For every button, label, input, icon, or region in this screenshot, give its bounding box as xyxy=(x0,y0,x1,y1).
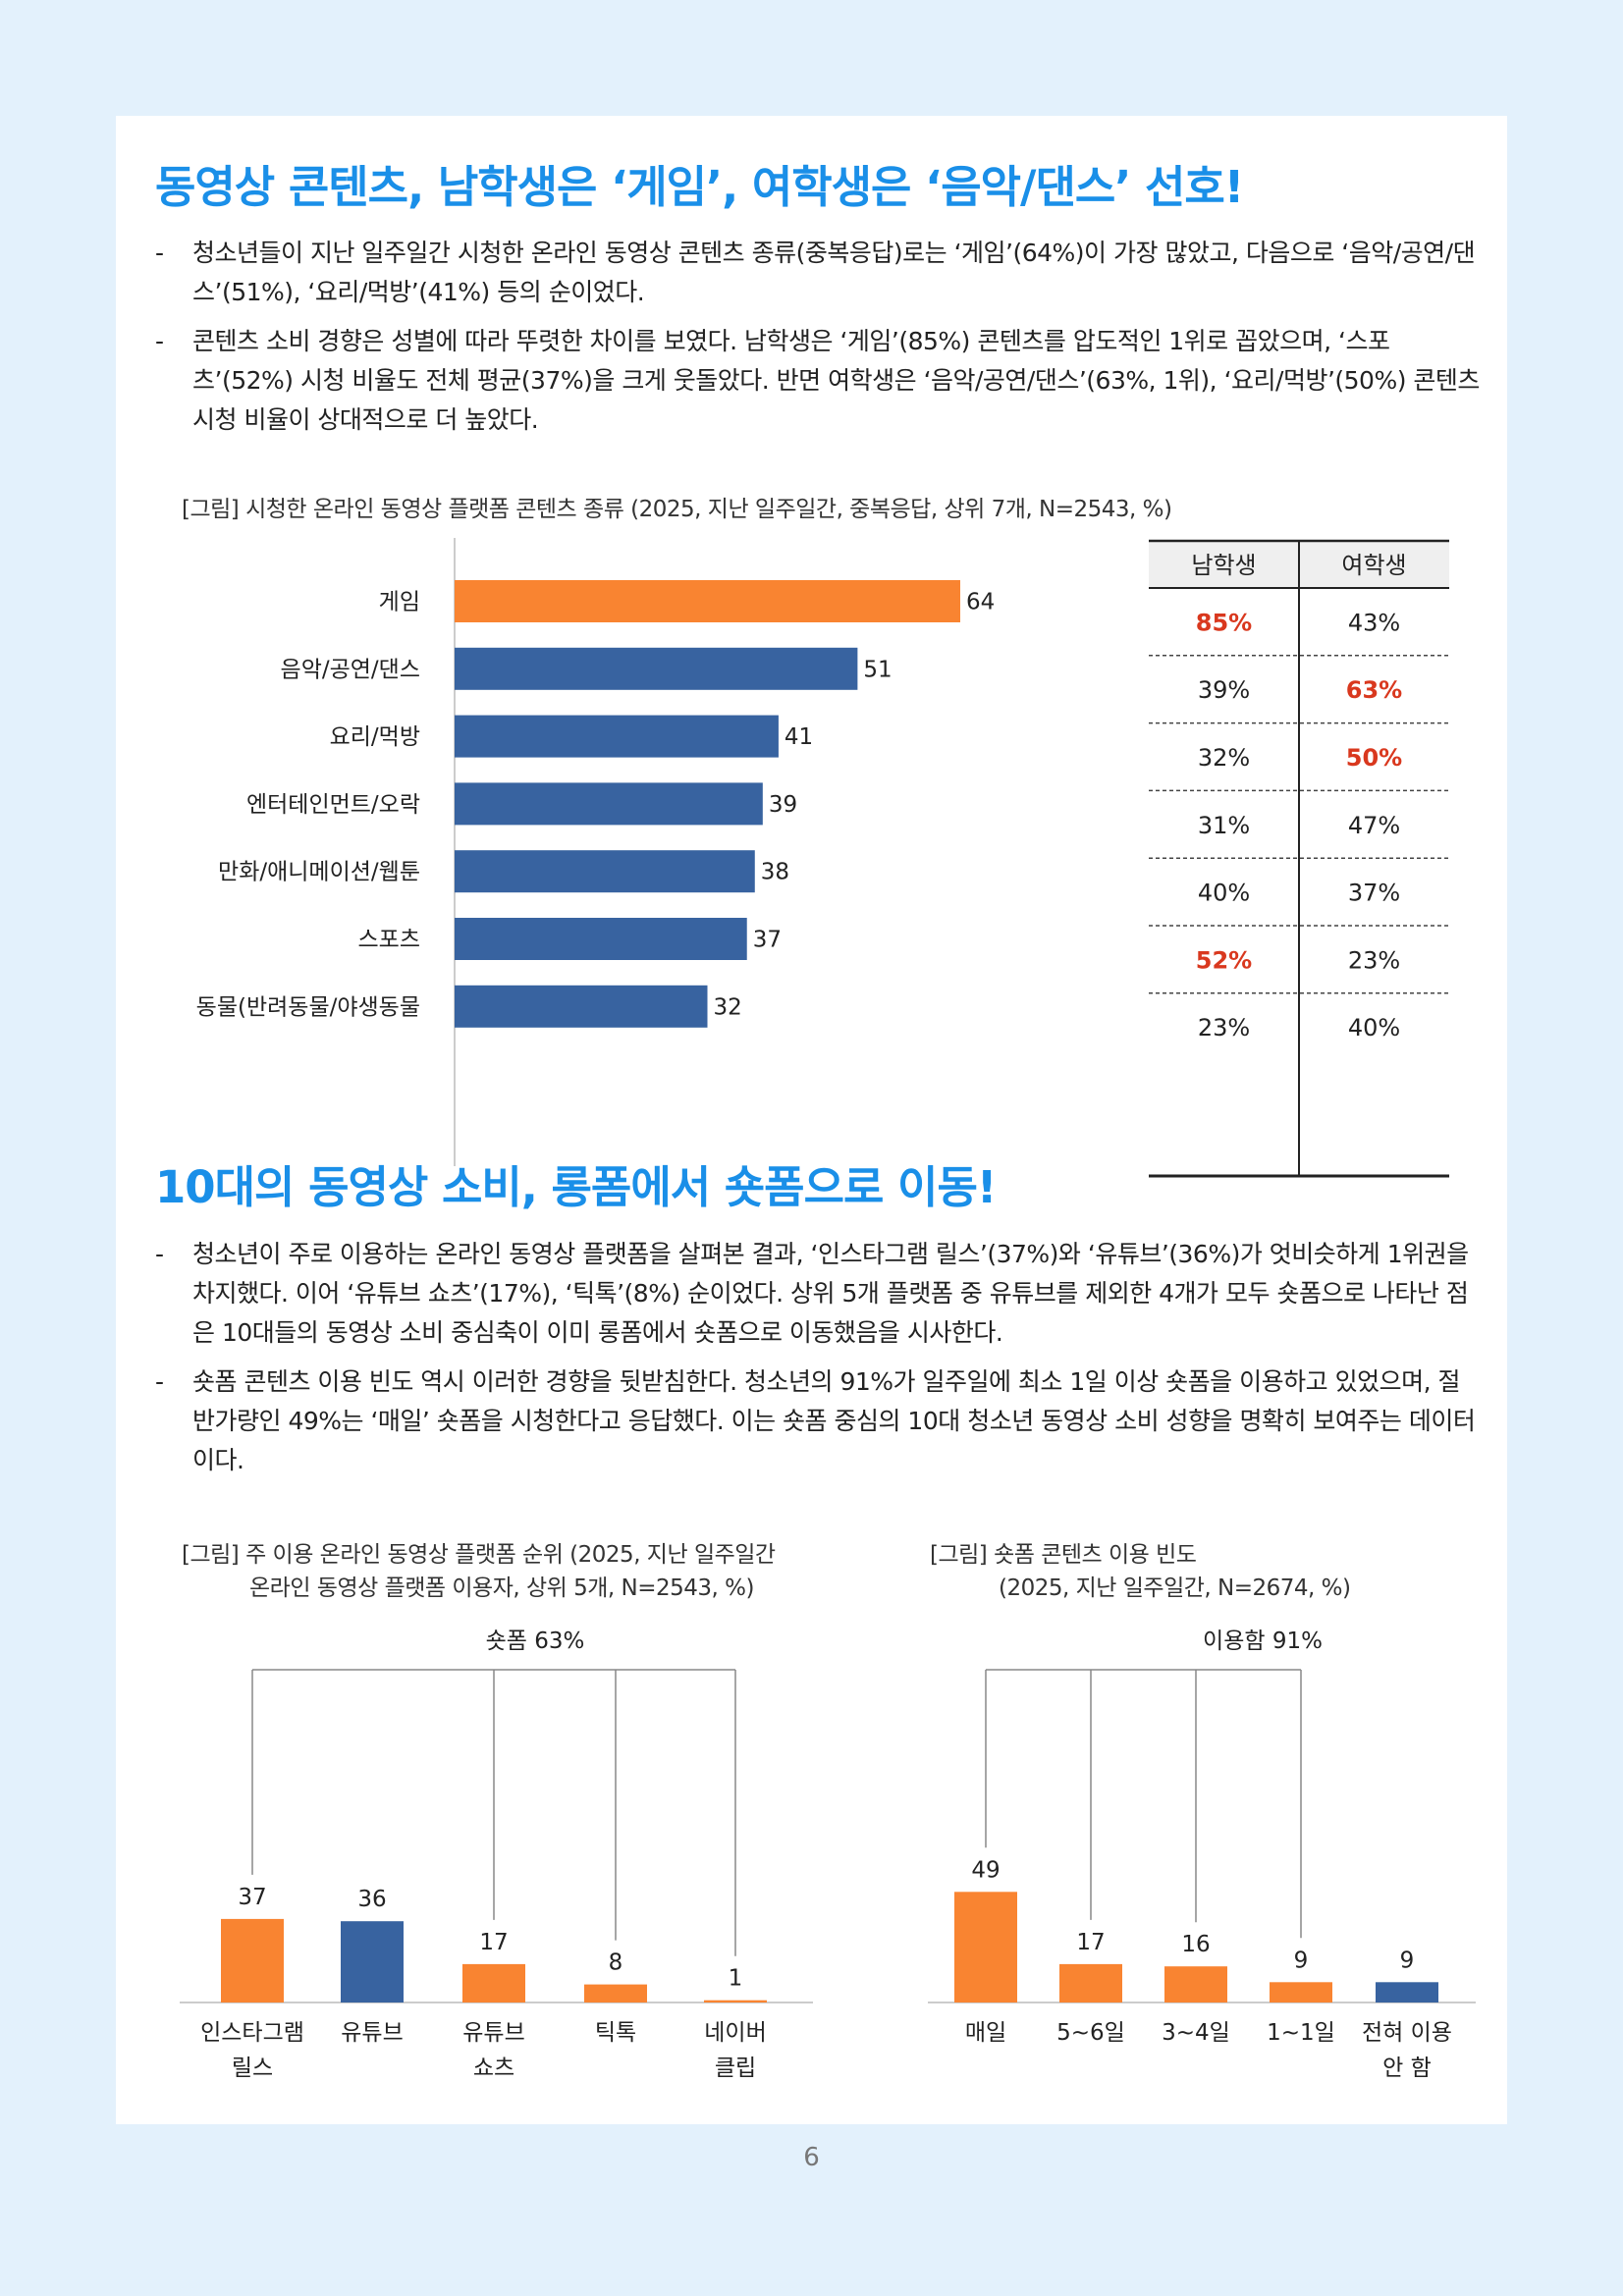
table-cell: 23% xyxy=(1198,1014,1250,1041)
report-page: 동영상 콘텐츠, 남학생은 ‘게임’, 여학생은 ‘음악/댄스’ 선호! - 청소… xyxy=(116,116,1507,2124)
table-cell: 50% xyxy=(1346,744,1402,772)
bullet-item: - 콘텐츠 소비 경향은 성별에 따라 뚜렷한 차이를 보였다. 남학생은 ‘게임… xyxy=(155,327,1480,434)
category-label: 쇼츠 xyxy=(473,2056,514,2081)
shortform-frequency-chart: 이용함 91% 49 매일 17 5~6일 16 3~4일 9 1~1일 9 전혀 이용안 함 xyxy=(928,1629,1476,2081)
category-label: 인스타그램 xyxy=(200,2020,304,2046)
table-cell: 32% xyxy=(1198,744,1250,772)
section2-bullets: - 청소년이 주로 이용하는 온라인 동영상 플랫폼을 살펴본 결과, ‘인스타그… xyxy=(155,1235,1481,1490)
bracket-label: 이용함 91% xyxy=(1203,1629,1323,1654)
category-label: 엔터테인먼트/오락 xyxy=(246,792,420,818)
figure2-caption-line1: [그림] 주 이용 온라인 동영상 플랫폼 순위 (2025, 지난 일주일간 xyxy=(182,1542,776,1568)
category-label: 유튜브 xyxy=(462,2020,524,2046)
bar-value-label: 36 xyxy=(357,1887,386,1912)
category-label: 게임 xyxy=(379,590,420,615)
figure3-caption-line2: (2025, 지난 일주일간, N=2674, %) xyxy=(999,1575,1351,1601)
bar xyxy=(455,782,763,826)
bar-value-label: 37 xyxy=(238,1885,266,1910)
bar xyxy=(584,1984,647,2002)
table-cell: 40% xyxy=(1348,1014,1400,1041)
bar-value-label: 16 xyxy=(1181,1932,1210,1957)
category-label: 안 함 xyxy=(1382,2056,1432,2081)
table-cell: 43% xyxy=(1348,609,1400,636)
bar xyxy=(455,580,960,622)
category-label: 클립 xyxy=(715,2056,756,2081)
bar-value-label: 17 xyxy=(479,1930,508,1955)
bar-value-label: 37 xyxy=(753,928,782,953)
category-label: 1~1일 xyxy=(1267,2020,1335,2046)
table-cell: 40% xyxy=(1198,880,1250,907)
content-type-bar-chart: 64 게임 51 음악/공연/댄스 41 요리/먹방 39 엔터테인먼트/오락 38 만화/애니메… xyxy=(196,538,995,1166)
bar-value-label: 32 xyxy=(714,994,742,1020)
category-label: 만화/애니메이션/웹툰 xyxy=(218,860,420,885)
figure1-caption: [그림] 시청한 온라인 동영상 플랫폼 콘텐츠 종류 (2025, 지난 일주… xyxy=(182,497,1172,522)
bar xyxy=(221,1918,284,2002)
category-label: 동물(반려동물/야생동물 xyxy=(196,994,420,1020)
page-number: 6 xyxy=(803,2143,820,2172)
bar xyxy=(455,850,755,893)
category-label: 5~6일 xyxy=(1056,2020,1125,2046)
bar-value-label: 41 xyxy=(784,724,813,750)
category-label: 전혀 이용 xyxy=(1362,2020,1452,2046)
figure2-caption-line2: 온라인 동영상 플랫폼 이용자, 상위 5개, N=2543, %) xyxy=(249,1575,754,1601)
bar xyxy=(1270,1982,1332,2002)
category-label: 요리/먹방 xyxy=(330,724,420,750)
category-label: 매일 xyxy=(965,2020,1006,2046)
bar xyxy=(341,1921,404,2002)
section1-bullets: - 청소년들이 지난 일주일간 시청한 온라인 동영상 콘텐츠 종류(중복응답)로… xyxy=(155,234,1481,450)
gender-comparison-table: 남학생 여학생 85% 43% 39% 63% 32% 50% 31% 47% 40% 37% 52% 2… xyxy=(1149,539,1449,1178)
category-label: 릴스 xyxy=(232,2056,273,2081)
table-cell: 39% xyxy=(1198,676,1250,704)
bullet-text: 청소년이 주로 이용하는 온라인 동영상 플랫폼을 살펴본 결과, ‘인스타그램… xyxy=(192,1240,1469,1347)
section2-title: 10대의 동영상 소비, 롱폼에서 숏폼으로 이동! xyxy=(155,1161,997,1213)
table-cell: 52% xyxy=(1196,946,1252,974)
category-label: 3~4일 xyxy=(1162,2020,1230,2046)
table-cell: 85% xyxy=(1196,609,1252,636)
bar xyxy=(1059,1963,1122,2002)
bar xyxy=(462,1963,525,2002)
bar xyxy=(455,985,708,1028)
bar-value-label: 9 xyxy=(1400,1948,1415,1973)
table-cell: 63% xyxy=(1346,676,1402,704)
bar xyxy=(1376,1982,1438,2002)
bar xyxy=(704,2000,767,2002)
bar-value-label: 64 xyxy=(966,590,995,615)
table-cell: 37% xyxy=(1348,880,1400,907)
table-column-header: 여학생 xyxy=(1341,552,1406,579)
bar xyxy=(954,1892,1017,2002)
bullet-text: 숏폼 콘텐츠 이용 빈도 역시 이러한 경향을 뒷받침한다. 청소년의 91%가… xyxy=(192,1367,1476,1474)
table-cell: 31% xyxy=(1198,812,1250,839)
category-label: 네이버 xyxy=(704,2020,766,2046)
table-cell: 23% xyxy=(1348,946,1400,974)
bracket-label: 숏폼 63% xyxy=(486,1629,585,1654)
bullet-text: 콘텐츠 소비 경향은 성별에 따라 뚜렷한 차이를 보였다. 남학생은 ‘게임’… xyxy=(192,327,1480,434)
table-column-header: 남학생 xyxy=(1191,552,1256,579)
category-label: 유튜브 xyxy=(341,2020,403,2046)
table-cell: 47% xyxy=(1348,812,1400,839)
bar-value-label: 51 xyxy=(863,657,892,682)
bar xyxy=(455,715,779,758)
bullet-item: - 숏폼 콘텐츠 이용 빈도 역시 이러한 경향을 뒷받침한다. 청소년의 91%… xyxy=(155,1367,1476,1474)
category-label: 음악/공연/댄스 xyxy=(281,657,420,682)
bullet-text: 청소년들이 지난 일주일간 시청한 온라인 동영상 콘텐츠 종류(중복응답)로는… xyxy=(192,239,1476,306)
category-label: 틱톡 xyxy=(595,2020,636,2046)
figure3-caption-line1: [그림] 숏폼 콘텐츠 이용 빈도 xyxy=(930,1542,1197,1568)
bar xyxy=(1164,1966,1227,2002)
bar-value-label: 1 xyxy=(729,1966,743,1992)
bar xyxy=(455,918,747,960)
section1-title: 동영상 콘텐츠, 남학생은 ‘게임’, 여학생은 ‘음악/댄스’ 선호! xyxy=(155,161,1244,213)
bar-value-label: 38 xyxy=(761,860,789,885)
bar-value-label: 9 xyxy=(1294,1948,1309,1973)
bar xyxy=(455,647,858,690)
category-label: 스포츠 xyxy=(358,928,420,953)
bar-value-label: 49 xyxy=(971,1857,1000,1883)
bar-value-label: 8 xyxy=(609,1950,623,1976)
bullet-item: - 청소년이 주로 이용하는 온라인 동영상 플랫폼을 살펴본 결과, ‘인스타그… xyxy=(155,1240,1469,1347)
bullet-item: - 청소년들이 지난 일주일간 시청한 온라인 동영상 콘텐츠 종류(중복응답)로… xyxy=(155,239,1476,306)
bar-value-label: 39 xyxy=(769,792,797,818)
bar-value-label: 17 xyxy=(1076,1930,1105,1955)
